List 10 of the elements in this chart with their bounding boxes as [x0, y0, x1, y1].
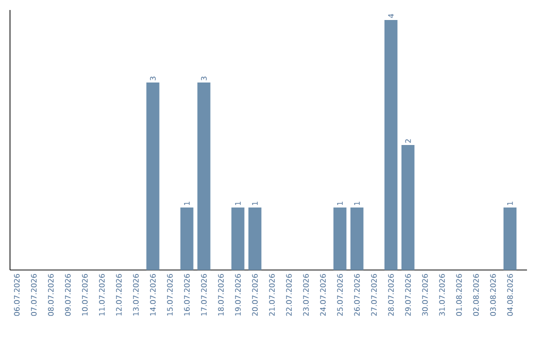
bar: [146, 82, 160, 270]
bar: [384, 20, 398, 270]
bar: [350, 208, 364, 270]
bar: [180, 208, 194, 270]
bar: [248, 208, 262, 270]
bar: [333, 208, 346, 270]
bar: [231, 208, 244, 270]
bar: [504, 208, 516, 270]
bar: [197, 82, 210, 270]
bar: [401, 144, 414, 270]
